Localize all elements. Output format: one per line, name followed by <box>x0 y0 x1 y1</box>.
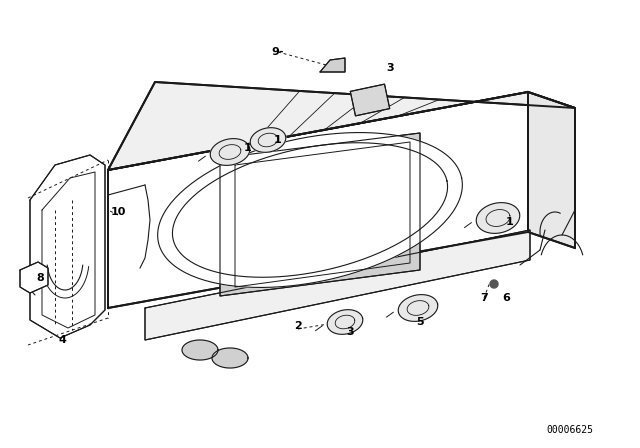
Polygon shape <box>211 138 250 165</box>
Text: 5: 5 <box>416 317 424 327</box>
Text: 2: 2 <box>294 321 302 331</box>
Polygon shape <box>182 340 218 360</box>
Polygon shape <box>528 92 575 248</box>
Polygon shape <box>398 295 438 321</box>
Polygon shape <box>476 202 520 233</box>
Text: 3: 3 <box>386 63 394 73</box>
Text: 1: 1 <box>274 135 282 145</box>
Polygon shape <box>490 280 498 288</box>
Polygon shape <box>320 58 345 72</box>
Polygon shape <box>20 262 48 293</box>
Text: 1: 1 <box>244 143 252 153</box>
Polygon shape <box>108 92 528 308</box>
Text: 1: 1 <box>506 217 514 227</box>
Polygon shape <box>350 84 390 116</box>
Text: 8: 8 <box>36 273 44 283</box>
Text: 00006625: 00006625 <box>547 425 593 435</box>
Text: 6: 6 <box>502 293 510 303</box>
Text: 10: 10 <box>110 207 125 217</box>
Polygon shape <box>212 348 248 368</box>
Polygon shape <box>220 133 420 296</box>
Polygon shape <box>145 230 530 340</box>
Text: 9-: 9- <box>272 47 284 57</box>
Text: 4: 4 <box>58 335 66 345</box>
Polygon shape <box>108 82 575 170</box>
Text: 7: 7 <box>480 293 488 303</box>
Polygon shape <box>250 128 286 152</box>
Polygon shape <box>327 310 363 334</box>
Polygon shape <box>157 133 462 288</box>
Text: 3: 3 <box>346 327 354 337</box>
Polygon shape <box>30 155 105 338</box>
